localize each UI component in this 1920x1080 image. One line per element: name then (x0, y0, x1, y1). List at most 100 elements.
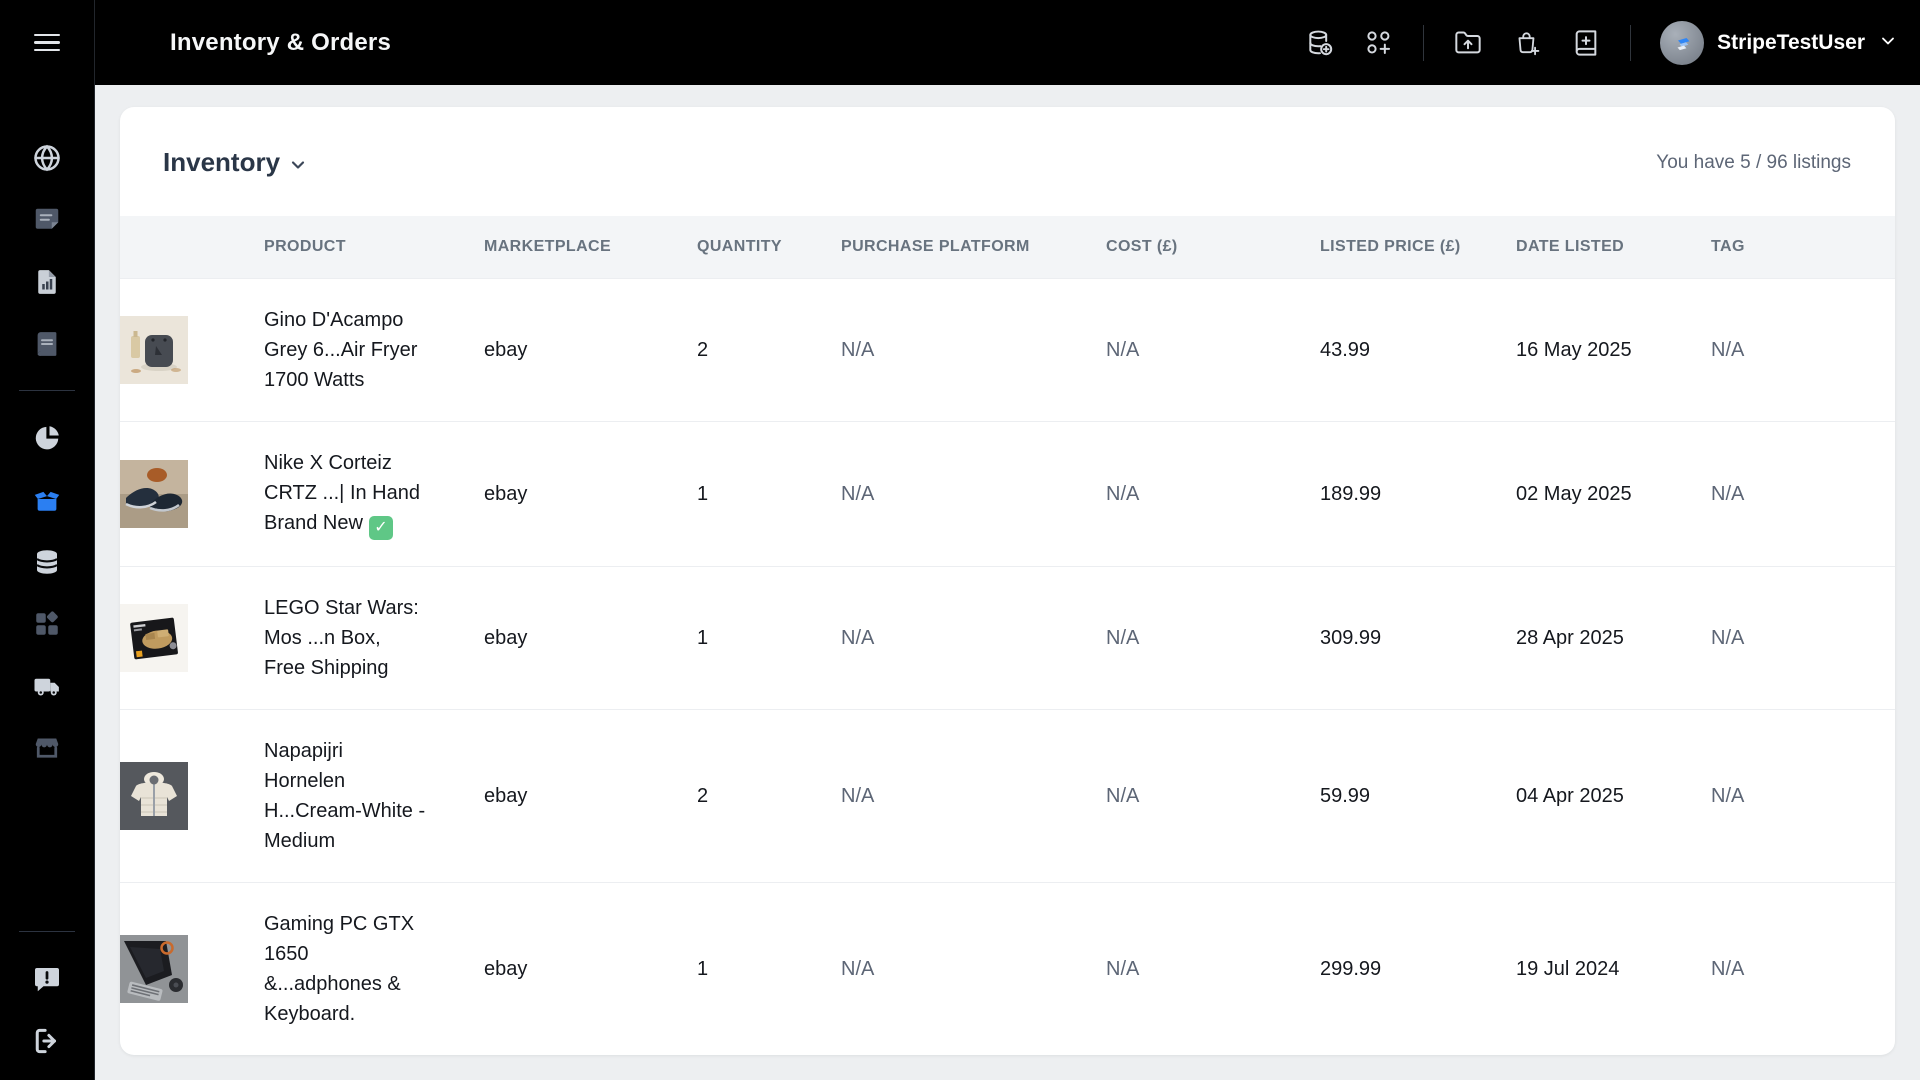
sidebar-nav (0, 85, 94, 1080)
listed-price-cell: 43.99 (1320, 338, 1371, 361)
product-cell: Napapijri Hornelen H...Cream-White - Med… (264, 740, 426, 852)
bag-add-icon[interactable] (1512, 28, 1542, 58)
purchase-platform-cell: N/A (841, 957, 875, 980)
hamburger-menu-icon[interactable] (27, 23, 67, 63)
user-menu[interactable]: StripeTestUser (1660, 20, 1898, 65)
purchase-platform-cell: N/A (841, 626, 875, 649)
user-name: StripeTestUser (1717, 30, 1865, 54)
tag-cell: N/A (1711, 482, 1745, 505)
column-header: DATE LISTED (1516, 238, 1625, 255)
database-add-icon[interactable] (1305, 28, 1335, 58)
table-row[interactable]: Napapijri Hornelen H...Cream-White - Med… (120, 709, 1895, 882)
cost-cell: N/A (1106, 626, 1140, 649)
column-header: PURCHASE PLATFORM (841, 238, 1030, 255)
grid-add-icon[interactable] (1364, 28, 1394, 58)
note-icon[interactable] (32, 204, 63, 235)
product-image (120, 316, 254, 384)
marketplace-cell: ebay (484, 957, 528, 980)
listed-price-cell: 189.99 (1320, 482, 1382, 505)
purchase-platform-cell: N/A (841, 482, 875, 505)
product-image-cell (120, 909, 264, 1029)
quantity-cell: 2 (697, 338, 709, 361)
page-title: Inventory & Orders (170, 28, 391, 56)
cost-cell: N/A (1106, 482, 1140, 505)
store-icon[interactable] (32, 732, 63, 763)
globe-icon[interactable] (32, 142, 63, 173)
product-image-cell (120, 578, 264, 698)
product-image-cell (120, 434, 264, 554)
table-row[interactable]: Gaming PC GTX 1650 &...adphones & Keyboa… (120, 882, 1895, 1055)
quantity-cell: 1 (697, 626, 709, 649)
logout-icon[interactable] (32, 1025, 63, 1056)
table-body: Gino D'Acampo Grey 6...Air Fryer 1700 Wa… (120, 278, 1895, 1055)
inventory-box-icon[interactable] (32, 484, 63, 515)
table-row[interactable]: Nike X Corteiz CRTZ ...| In Hand Brand N… (120, 421, 1895, 566)
product-cell: LEGO Star Wars: Mos ...n Box, Free Shipp… (264, 597, 419, 679)
check-badge: ✓ (368, 516, 393, 540)
date-listed-cell: 02 May 2025 (1516, 482, 1632, 505)
truck-icon[interactable] (32, 670, 63, 701)
listed-price-cell: 299.99 (1320, 957, 1382, 980)
product-image (120, 935, 254, 1003)
tag-cell: N/A (1711, 338, 1745, 361)
feedback-icon[interactable] (32, 963, 63, 994)
avatar (1660, 20, 1705, 65)
quantity-cell: 1 (697, 957, 709, 980)
tag-cell: N/A (1711, 957, 1745, 980)
marketplace-cell: ebay (484, 626, 528, 649)
date-listed-cell: 04 Apr 2025 (1516, 784, 1624, 807)
product-image (120, 762, 254, 830)
cost-cell: N/A (1106, 338, 1140, 361)
topbar-divider (1630, 24, 1632, 61)
content-area: Inventory You have 5 / 96 listings PRODU… (95, 85, 1920, 1080)
sidebar-top (0, 0, 94, 85)
product-image-cell (120, 290, 264, 410)
sidebar (0, 0, 95, 1080)
table-header-row: PRODUCT MARKETPLACE QUANTITY PURCHASE PLATF… (120, 216, 1895, 278)
cost-cell: N/A (1106, 784, 1140, 807)
column-header: TAG (1711, 238, 1745, 255)
purchase-platform-cell: N/A (841, 784, 875, 807)
sidebar-bottom (0, 963, 94, 1080)
column-header: MARKETPLACE (484, 238, 612, 255)
inventory-table: PRODUCT MARKETPLACE QUANTITY PURCHASE PLATF… (120, 216, 1895, 1055)
date-listed-cell: 16 May 2025 (1516, 338, 1632, 361)
cost-cell: N/A (1106, 957, 1140, 980)
pie-chart-icon[interactable] (32, 422, 63, 453)
file-chart-icon[interactable] (32, 266, 63, 297)
folder-upload-icon[interactable] (1453, 28, 1483, 58)
inventory-view-dropdown[interactable]: Inventory (163, 147, 308, 178)
purchase-platform-cell: N/A (841, 338, 875, 361)
topbar: Inventory & Orders (95, 0, 1920, 85)
tag-cell: N/A (1711, 784, 1745, 807)
column-header: LISTED PRICE (£) (1320, 238, 1461, 255)
inventory-card: Inventory You have 5 / 96 listings PRODU… (120, 107, 1895, 1055)
product-cell: Gaming PC GTX 1650 &...adphones & Keyboa… (264, 913, 415, 1025)
column-header: QUANTITY (697, 238, 782, 255)
categories-icon[interactable] (32, 608, 63, 639)
product-image-cell (120, 736, 264, 856)
sidebar-divider (19, 390, 75, 391)
quantity-cell: 2 (697, 784, 709, 807)
topbar-actions: StripeTestUser (1305, 20, 1898, 65)
product-cell: Nike X Corteiz CRTZ ...| In Hand Brand N… (264, 422, 484, 566)
column-header: PRODUCT (264, 238, 346, 255)
listed-price-cell: 309.99 (1320, 626, 1382, 649)
chevron-down-icon (1878, 31, 1898, 54)
tag-cell: N/A (1711, 626, 1745, 649)
chevron-down-icon (291, 160, 305, 169)
book-icon[interactable] (32, 328, 63, 359)
book-add-icon[interactable] (1571, 28, 1601, 58)
table-row[interactable]: LEGO Star Wars: Mos ...n Box, Free Shipp… (120, 566, 1895, 709)
date-listed-cell: 28 Apr 2025 (1516, 626, 1624, 649)
listed-price-cell: 59.99 (1320, 784, 1371, 807)
quantity-cell: 1 (697, 482, 709, 505)
marketplace-cell: ebay (484, 338, 528, 361)
database-icon[interactable] (32, 546, 63, 577)
inventory-title: Inventory (163, 147, 281, 177)
marketplace-cell: ebay (484, 482, 528, 505)
card-header: Inventory You have 5 / 96 listings (120, 107, 1895, 216)
product-image (120, 604, 254, 672)
table-row[interactable]: Gino D'Acampo Grey 6...Air Fryer 1700 Wa… (120, 278, 1895, 421)
